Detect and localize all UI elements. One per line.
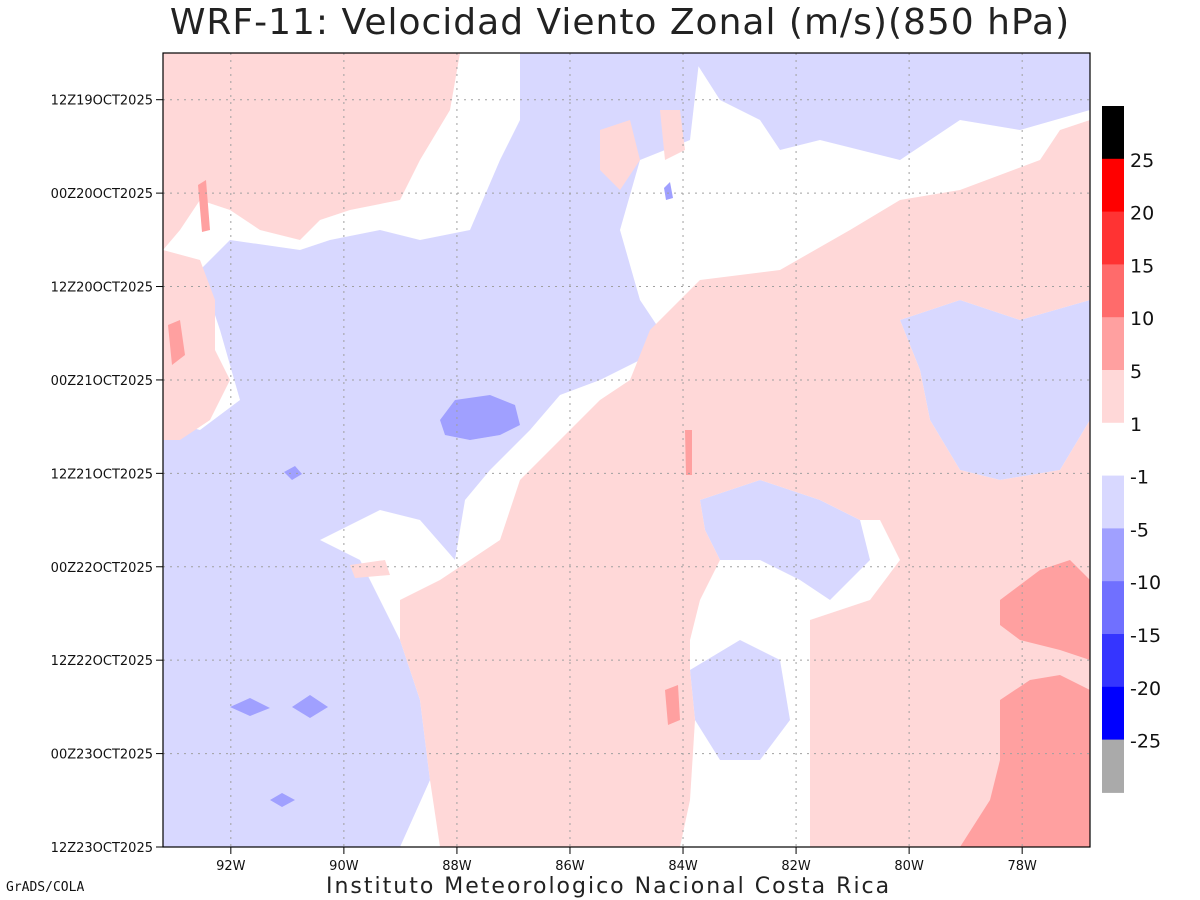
y-tick-label: 00Z20OCT2025 <box>51 187 153 202</box>
plot-frame <box>162 52 1091 848</box>
x-tick-label: 84W <box>668 859 698 874</box>
colorbar-label: -10 <box>1130 572 1161 594</box>
colorbar-box <box>1102 634 1124 688</box>
footer-credit: GrADS/COLA <box>6 880 85 895</box>
colorbar-label: -5 <box>1130 519 1149 541</box>
colorbar-label: 10 <box>1130 308 1154 330</box>
colorbar-box <box>1102 686 1124 741</box>
y-tick-label: 12Z20OCT2025 <box>51 281 153 296</box>
colorbar-box <box>1102 422 1124 477</box>
colorbar-label: 15 <box>1130 255 1154 277</box>
y-tick-label: 00Z21OCT2025 <box>51 374 153 389</box>
y-tick-label: 12Z21OCT2025 <box>51 467 153 482</box>
x-axis: 92W 90W 88W 86W 84W 82W 80W 78W <box>216 847 1037 874</box>
colorbar-box <box>1102 528 1124 582</box>
colorbar-label: -25 <box>1130 731 1161 753</box>
y-tick-label: 00Z23OCT2025 <box>51 748 153 763</box>
colorbar-label: 25 <box>1130 150 1154 172</box>
colorbar-label: -1 <box>1130 467 1149 489</box>
x-tick-label: 86W <box>555 859 585 874</box>
colorbar-box <box>1102 106 1124 160</box>
y-tick-label: 12Z23OCT2025 <box>51 841 153 856</box>
pos1-regions <box>163 53 1090 847</box>
x-tick-label: 92W <box>216 859 246 874</box>
wind-field <box>163 53 1090 847</box>
grid-lines <box>163 53 1090 847</box>
colorbar-box <box>1102 581 1124 635</box>
colorbar-label: 5 <box>1130 361 1142 383</box>
footer-institution: Instituto Meteorologico Nacional Costa R… <box>326 874 892 899</box>
colorbar-box <box>1102 158 1124 213</box>
y-tick-label: 00Z22OCT2025 <box>51 561 153 576</box>
colorbar-label: -20 <box>1130 678 1161 700</box>
colorbar-label: -15 <box>1130 625 1161 647</box>
colorbar-label: 20 <box>1130 203 1154 225</box>
x-tick-label: 80W <box>894 859 924 874</box>
colorbar-box <box>1102 475 1124 529</box>
colorbar-legend: 25 20 15 10 5 1 -1 -5 -10 -15 -20 -25 <box>1102 106 1161 793</box>
chart-title: WRF-11: Velocidad Viento Zonal (m/s)(850… <box>169 2 1071 43</box>
colorbar-box <box>1102 739 1124 793</box>
colorbar-box <box>1102 317 1124 371</box>
y-tick-label: 12Z22OCT2025 <box>51 654 153 669</box>
x-tick-label: 78W <box>1007 859 1037 874</box>
x-tick-label: 88W <box>442 859 472 874</box>
colorbar-box <box>1102 211 1124 265</box>
x-tick-label: 82W <box>781 859 811 874</box>
colorbar-box <box>1102 264 1124 318</box>
x-tick-label: 90W <box>329 859 359 874</box>
y-tick-label: 12Z19OCT2025 <box>51 94 153 109</box>
colorbar-box <box>1102 370 1124 424</box>
neg5-regions <box>230 182 673 807</box>
y-axis: 12Z19OCT2025 00Z20OCT2025 12Z20OCT2025 00Z2… <box>51 94 163 856</box>
colorbar-label: 1 <box>1130 414 1142 436</box>
